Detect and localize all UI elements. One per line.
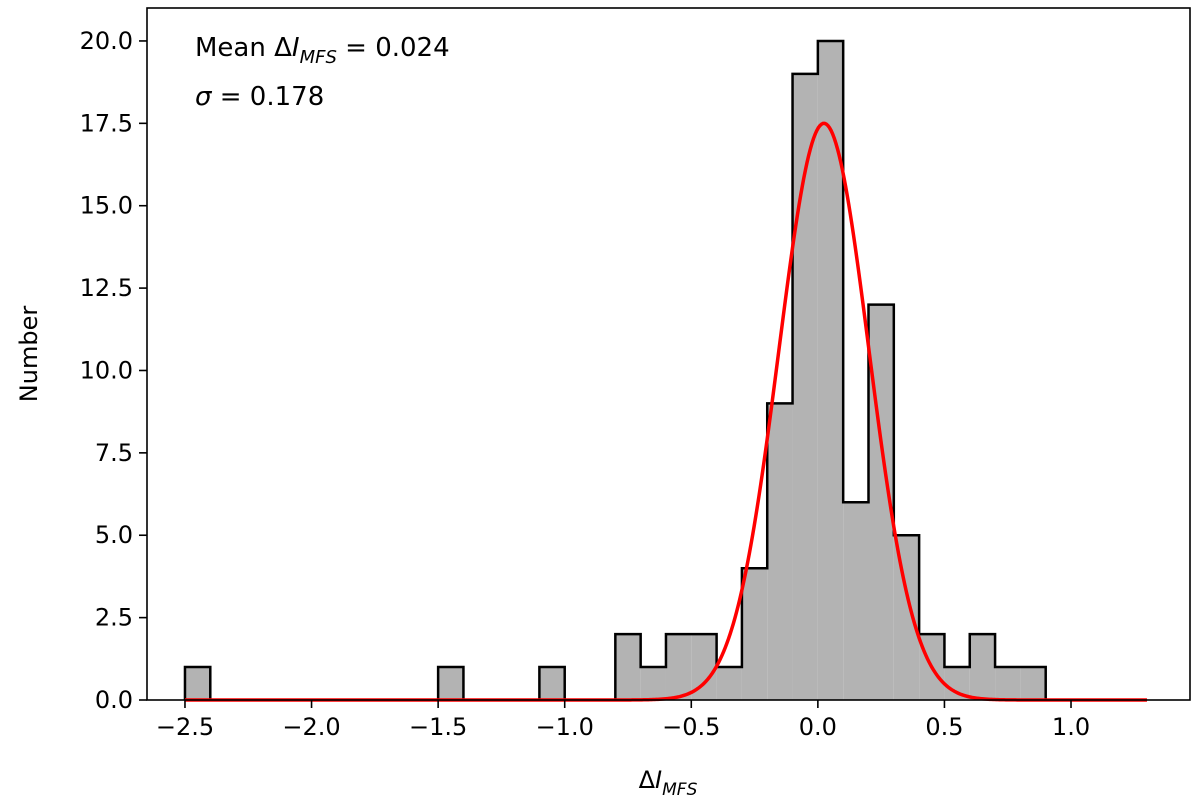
x-tick-label: −1.5	[409, 713, 467, 741]
y-axis-label: Number	[15, 306, 43, 403]
x-tick-label: 0.5	[925, 713, 963, 741]
histogram-bar	[615, 634, 641, 700]
histogram-bar	[767, 403, 793, 700]
histogram-bar	[438, 667, 464, 700]
histogram-bar	[539, 667, 565, 700]
y-tick-label: 7.5	[95, 439, 133, 467]
x-tick-label: −1.0	[536, 713, 594, 741]
histogram-bar	[893, 535, 920, 700]
y-tick-label: 20.0	[80, 27, 133, 55]
histogram-bar	[969, 634, 996, 700]
y-tick-label: 2.5	[95, 604, 133, 632]
x-tick-label: 1.0	[1052, 713, 1090, 741]
x-axis-ticks: −2.5 −2.0 −1.5 −1.0 −0.5 0.0 0.5 1.0	[156, 700, 1090, 741]
plot-frame	[146, 7, 1191, 701]
y-tick-label: 5.0	[95, 521, 133, 549]
histogram-bar	[184, 667, 211, 700]
y-tick-label: 10.0	[80, 356, 133, 384]
y-axis-ticks: 0.0 2.5 5.0 7.5 10.0 12.5 15.0 17.5 20.0	[80, 27, 147, 714]
x-tick-label: −2.5	[156, 713, 214, 741]
histogram-bar	[995, 667, 1021, 700]
plot-background	[147, 8, 1190, 700]
histogram-bars	[184, 40, 1046, 700]
sigma-annotation: σ = 0.178	[195, 82, 324, 112]
y-tick-label: 17.5	[80, 109, 133, 137]
y-tick-label: 15.0	[80, 192, 133, 220]
x-axis-label: ΔIMFS	[639, 766, 698, 797]
mean-annotation: Mean ΔIMFS = 0.024	[195, 33, 450, 68]
x-tick-label: −0.5	[662, 713, 720, 741]
x-tick-label: −2.0	[282, 713, 340, 741]
y-tick-label: 0.0	[95, 686, 133, 714]
histogram-bar	[716, 667, 742, 700]
x-tick-label: 0.0	[799, 713, 837, 741]
histogram-bar	[665, 634, 692, 700]
histogram-bar	[640, 667, 666, 700]
y-tick-label: 12.5	[80, 274, 133, 302]
histogram-bar	[817, 40, 844, 700]
histogram-bar	[1020, 667, 1046, 700]
histogram-bar	[843, 502, 869, 700]
histogram-bar	[741, 568, 768, 700]
